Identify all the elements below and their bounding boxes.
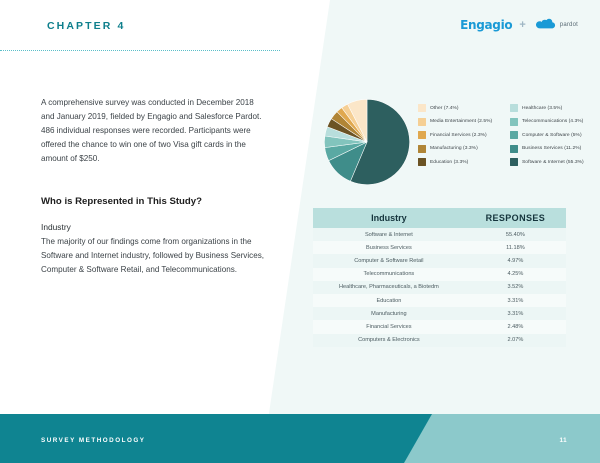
legend-item: Computer & Software (5%) [510, 131, 594, 139]
cell-responses: 55.40% [464, 228, 566, 242]
legend-item: Other (7.4%) [418, 104, 502, 112]
industry-responses-table: Industry RESPONSES Software & Internet 55… [313, 208, 566, 347]
industry-subheading: Industry [41, 222, 71, 232]
legend-swatch [418, 131, 426, 139]
legend-label: Computer & Software (5%) [522, 132, 582, 138]
legend-label: Healthcare (3.5%) [522, 105, 563, 111]
industry-pie-chart [318, 93, 416, 191]
footer-page-number: 11 [559, 437, 567, 444]
legend-label: Financial Services (2.3%) [430, 132, 487, 138]
cell-responses: 4.97% [464, 254, 566, 268]
header-divider [0, 50, 280, 52]
table-body: Software & Internet 55.40% Business Servic… [313, 228, 566, 347]
legend-swatch [510, 117, 518, 126]
legend-item: Telecommunications (4.3%) [510, 117, 594, 126]
cell-industry: Education [313, 293, 465, 308]
pie-svg [324, 99, 410, 185]
cell-responses: 11.18% [464, 241, 566, 255]
legend-column-left: Other (7.4%) Media Entertainment (2.5%) Fi… [418, 104, 502, 166]
legend-swatch [418, 117, 426, 126]
legend-item: Media Entertainment (2.5%) [418, 117, 502, 126]
legend-column-right: Healthcare (3.5%) Telecommunications (4.3… [510, 104, 594, 166]
cell-industry: Business Services [313, 241, 465, 255]
legend-item: Healthcare (3.5%) [510, 104, 594, 112]
legend-swatch [418, 104, 426, 112]
legend-item: Business Services (11.2%) [510, 144, 594, 153]
cell-industry: Healthcare, Pharmaceuticals, a Biotedm [313, 280, 465, 294]
legend-swatch [510, 158, 518, 166]
cell-responses: 3.31% [464, 307, 566, 321]
legend-item: Financial Services (2.3%) [418, 131, 502, 139]
legend-label: Education (3.3%) [430, 159, 469, 165]
salesforce-cloud-icon [535, 18, 555, 29]
cell-responses: 3.31% [464, 293, 566, 308]
pardot-logo: pardot [533, 18, 578, 32]
legend-item: Manufacturing (3.3%) [418, 144, 502, 153]
footer-section-label: SURVEY METHODOLOGY [41, 437, 146, 444]
table-row: Education 3.31% [313, 293, 566, 308]
legend-swatch [510, 131, 518, 139]
table-row: Business Services 11.18% [313, 241, 566, 255]
legend-swatch [418, 158, 426, 166]
legend-swatch [510, 104, 518, 112]
plus-icon: + [519, 19, 526, 31]
cell-industry: Financial Services [313, 320, 465, 334]
cell-responses: 2.48% [464, 320, 566, 334]
column-header-responses: RESPONSES [464, 208, 566, 228]
column-header-industry: Industry [313, 208, 465, 228]
industry-description: The majority of our findings come from o… [41, 237, 264, 274]
legend-label: Software & Internet (55.3%) [522, 159, 584, 165]
cell-responses: 3.52% [464, 280, 566, 294]
legend-swatch [418, 144, 426, 153]
cell-industry: Manufacturing [313, 307, 465, 321]
legend-item: Software & Internet (55.3%) [510, 158, 594, 166]
table-row: Computer & Software Retail 4.97% [313, 254, 566, 268]
cell-industry: Telecommunications [313, 267, 465, 281]
cell-responses: 4.25% [464, 267, 566, 281]
brand-logos: Engagio + pardot [460, 18, 578, 32]
pie-slice [350, 99, 410, 185]
chapter-label: CHAPTER 4 [47, 20, 126, 32]
table-row: Software & Internet 55.40% [313, 228, 566, 242]
intro-paragraph: A comprehensive survey was conducted in … [41, 98, 262, 163]
pie-legend: Other (7.4%) Media Entertainment (2.5%) Fi… [418, 104, 594, 166]
legend-label: Media Entertainment (2.5%) [430, 119, 493, 124]
legend-label: Other (7.4%) [430, 105, 459, 111]
legend-label: Manufacturing (3.3%) [430, 146, 478, 151]
pie-slice [347, 99, 368, 143]
table-row: Financial Services 2.48% [313, 320, 566, 334]
engagio-logo: Engagio [460, 18, 513, 32]
table-row: Healthcare, Pharmaceuticals, a Biotedm 3.… [313, 280, 566, 294]
cell-industry: Computer & Software Retail [313, 254, 465, 268]
footer-banner [0, 414, 600, 463]
table-row: Computers & Electronics 2.07% [313, 333, 566, 347]
cell-responses: 2.07% [464, 333, 566, 347]
cell-industry: Computers & Electronics [313, 333, 465, 347]
legend-label: Business Services (11.2%) [522, 146, 582, 151]
table-row: Telecommunications 4.25% [313, 267, 566, 281]
section-heading: Who is Represented in This Study? [41, 196, 202, 207]
legend-swatch [510, 144, 518, 153]
table-header-row: Industry RESPONSES [313, 208, 566, 228]
pardot-wordmark: pardot [559, 22, 578, 28]
legend-item: Education (3.3%) [418, 158, 502, 166]
table-row: Manufacturing 3.31% [313, 307, 566, 321]
cell-industry: Software & Internet [313, 228, 465, 242]
legend-label: Telecommunications (4.3%) [522, 119, 584, 124]
